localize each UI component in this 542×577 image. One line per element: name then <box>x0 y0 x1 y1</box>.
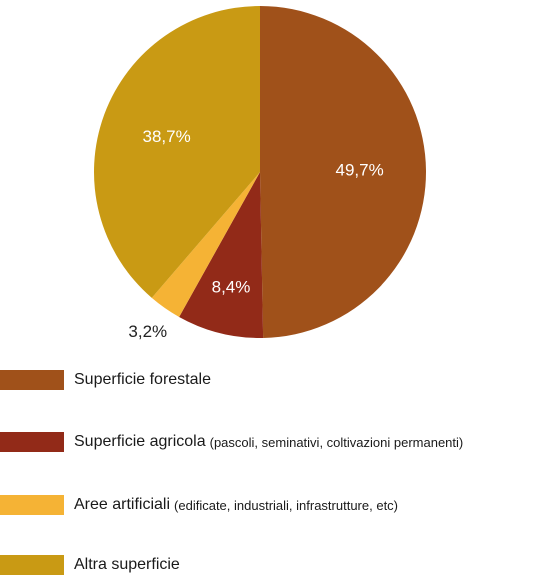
pie-slice-altra-superficie <box>93 6 261 298</box>
legend-item-altra-superficie: Altra superficie <box>0 553 184 577</box>
legend-item-superficie-agricola: Superficie agricola (pascoli, seminativi… <box>0 430 463 454</box>
pie-chart: 49,7% 8,4% 3,2% 38,7% <box>93 6 426 341</box>
legend-swatch <box>0 432 64 452</box>
legend-label: Superficie agricola <box>74 433 206 450</box>
legend-swatch <box>0 370 64 390</box>
pie-slices <box>93 6 426 338</box>
legend-swatch <box>0 495 64 515</box>
legend-label: Altra superficie <box>74 556 180 573</box>
slice-value-label: 38,7% <box>143 127 191 146</box>
slice-value-label: 8,4% <box>212 277 251 296</box>
legend-detail: (edificate, industriali, infrastrutture,… <box>174 497 399 513</box>
slice-value-label: 3,2% <box>128 322 167 341</box>
slice-value-label: 49,7% <box>335 161 383 180</box>
pie-slice-aree-artificiali <box>151 172 260 317</box>
legend-swatch <box>0 555 64 575</box>
legend-item-superficie-forestale: Superficie forestale <box>0 368 215 392</box>
legend-detail: (pascoli, seminativi, coltivazioni perma… <box>209 434 464 450</box>
pie-slice-superficie-forestale <box>260 6 426 338</box>
pie-slice-superficie-agricola <box>179 172 264 338</box>
pie-labels: 49,7% 8,4% 3,2% 38,7% <box>128 127 383 341</box>
legend-label: Superficie forestale <box>74 371 211 388</box>
legend-label: Aree artificiali <box>74 496 171 513</box>
legend-item-aree-artificiali: Aree artificiali (edificate, industriali… <box>0 493 398 517</box>
